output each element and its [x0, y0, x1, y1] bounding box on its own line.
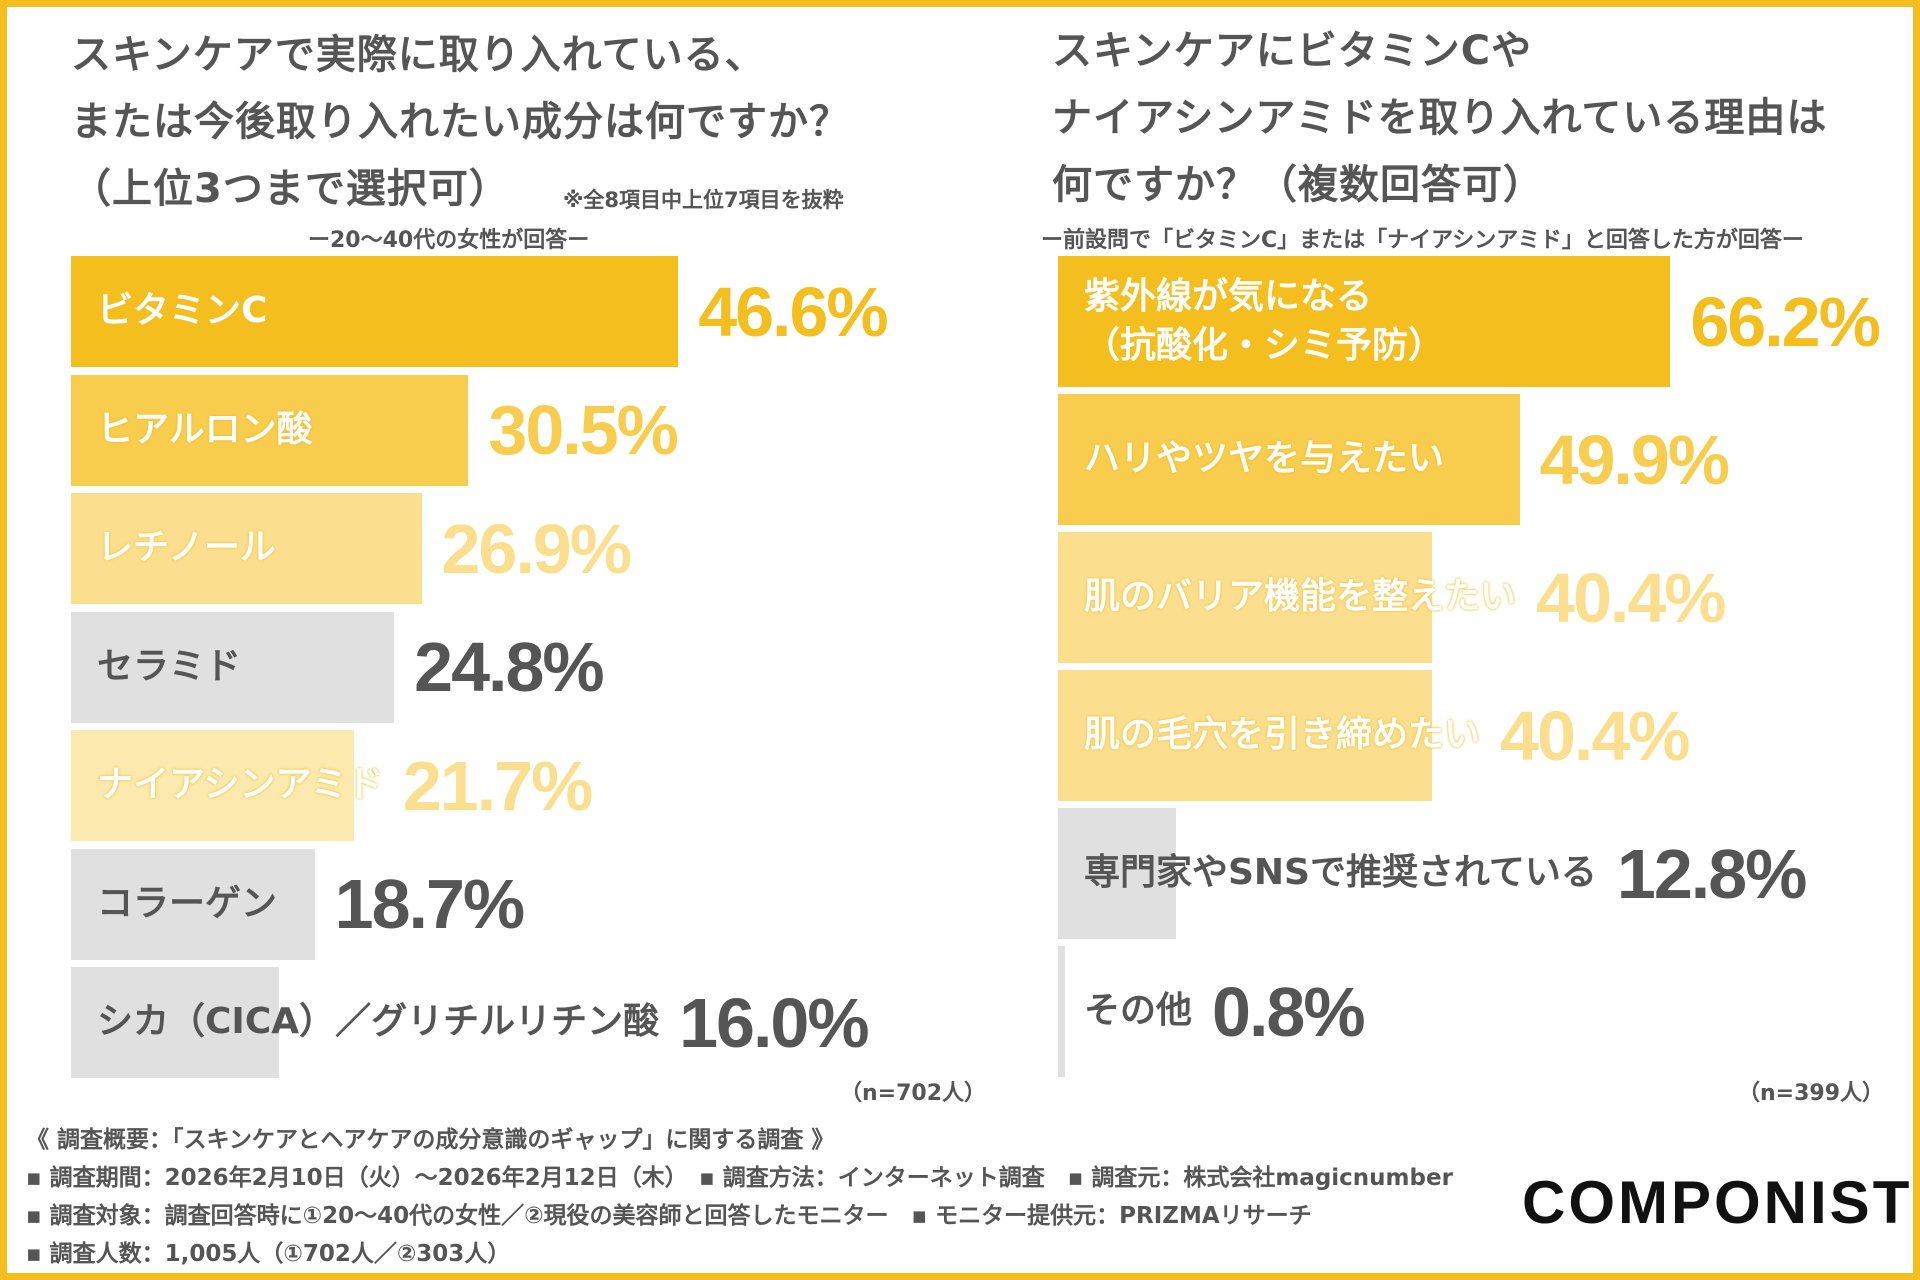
bar-label: ナイアシンアミド	[97, 764, 383, 806]
footer-survey-period: ▪ 調査期間：2026年2月10日（火）〜2026年2月12日（木） ▪ 調査方…	[26, 1165, 1453, 1191]
bar-row: その他 0.8%	[1058, 946, 1366, 1077]
bar-label: 肌のバリア機能を整えたい	[1084, 576, 1517, 618]
bar-label: ヒアルロン酸	[97, 408, 313, 450]
bar	[1058, 946, 1066, 1077]
bar	[1058, 532, 1432, 663]
value-label: 18.7%	[334, 865, 525, 943]
value-label: 26.9%	[441, 509, 632, 588]
bar-row: ハリやツヤを与えたい 49.9%	[1058, 394, 1730, 525]
bar	[1058, 394, 1520, 525]
bar	[71, 848, 315, 960]
bar-label: シカ（CICA）／グリチルリチン酸	[97, 1001, 660, 1043]
left-chart-title: スキンケアで実際に取り入れている、 または今後取り入れたい成分は何ですか？ （上…	[71, 22, 850, 223]
left-subtitle: ー20〜40代の女性が回答ー	[308, 228, 590, 253]
bar-row: 専門家やSNSで推奨されている 12.8%	[1058, 808, 1807, 939]
value-label: 49.9%	[1539, 420, 1730, 499]
left-title-line: または今後取り入れたい成分は何ですか？	[71, 99, 850, 145]
right-title-line: スキンケアにビタミンCや	[1052, 28, 1533, 74]
bar-label: 紫外線が気になる （抗酸化・シミ予防）	[1084, 275, 1445, 366]
right-sample-size: （n=399人）	[1738, 1081, 1885, 1106]
bar-label: ハリやツヤを与えたい	[1084, 438, 1445, 480]
value-label: 16.0%	[679, 983, 869, 1062]
bar-row: セラミド 24.8%	[71, 611, 605, 723]
value-label: 0.8%	[1212, 972, 1366, 1051]
value-label: 12.8%	[1616, 834, 1807, 913]
footer-survey-title: 《 調査概要：「スキンケアとヘアケアの成分意識のギャップ」に関する調査 》	[26, 1127, 835, 1153]
bar-label: コラーゲン	[97, 882, 278, 924]
value-label: 30.5%	[488, 391, 678, 469]
value-label: 40.4%	[1536, 558, 1726, 637]
right-title-line: 何ですか？（複数回答可）	[1052, 162, 1544, 208]
bar	[1058, 808, 1177, 939]
value-label: 46.6%	[698, 272, 888, 351]
right-title-line: ナイアシンアミドを取り入れている理由は	[1052, 95, 1828, 141]
bar	[71, 611, 395, 723]
bar-label: レチノール	[97, 527, 276, 569]
bar	[71, 256, 679, 367]
bar-label: ビタミンC	[97, 290, 268, 332]
value-label: 24.8%	[414, 628, 604, 706]
bar-label: その他	[1084, 990, 1193, 1032]
bar	[71, 374, 469, 486]
right-subtitle: ー前設問で「ビタミンC」または「ナイアシンアミド」と回答した方が回答ー	[1041, 228, 1804, 253]
left-title-line: （上位3つまで選択可）	[71, 166, 510, 212]
right-chart-title: スキンケアにビタミンCや ナイアシンアミドを取り入れている理由は 何ですか？（複…	[1052, 18, 1827, 219]
footer-survey-count: ▪ 調査人数：1,005人（①702人／②303人）	[26, 1241, 511, 1267]
value-label: 40.4%	[1500, 696, 1690, 775]
bar-row: ナイアシンアミド 21.7%	[71, 730, 593, 841]
bar	[1058, 670, 1432, 801]
value-label: 66.2%	[1690, 282, 1880, 361]
value-label: 21.7%	[402, 746, 593, 825]
bar-row: ビタミンC 46.6%	[71, 256, 889, 367]
bar-row: コラーゲン 18.7%	[71, 848, 525, 960]
componist-logo: COMPONIST	[1522, 1169, 1913, 1236]
bar-row: 紫外線が気になる （抗酸化・シミ予防） 66.2%	[1058, 256, 1881, 387]
bar-row: シカ（CICA）／グリチルリチン酸 16.0%	[71, 967, 870, 1078]
bar-label: 肌の毛穴を引き締めたい	[1084, 714, 1481, 756]
bar-label: セラミド	[97, 645, 242, 687]
bar-row: 肌の毛穴を引き締めたい 40.4%	[1058, 670, 1691, 801]
bar-row: ヒアルロン酸 30.5%	[71, 374, 679, 486]
bar-label: 専門家やSNSで推奨されている	[1084, 852, 1597, 894]
bar-row: レチノール 26.9%	[71, 493, 632, 604]
bar	[71, 730, 354, 841]
bar-row: 肌のバリア機能を整えたい 40.4%	[1058, 532, 1727, 663]
bar	[71, 967, 280, 1078]
left-title-line: スキンケアで実際に取り入れている、	[71, 32, 766, 78]
footer-survey-target: ▪ 調査対象：調査回答時に①20〜40代の女性／②現役の美容師と回答したモニター…	[26, 1203, 1312, 1229]
bar	[1058, 256, 1671, 387]
left-sample-size: （n=702人）	[840, 1081, 987, 1106]
left-note: ※全8項目中上位7項目を抜粋	[563, 188, 844, 212]
bar	[71, 493, 422, 604]
